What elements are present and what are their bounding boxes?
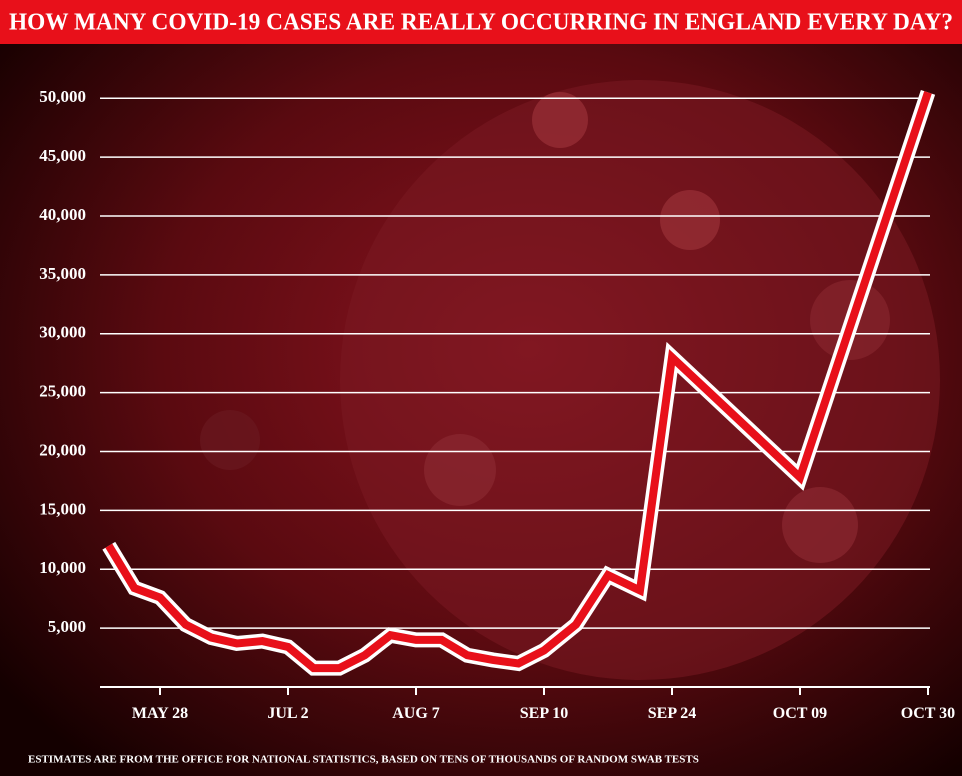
virus-spike — [424, 434, 496, 506]
y-tick-label: 45,000 — [39, 146, 86, 165]
virus-spike — [532, 92, 588, 148]
title-bar — [0, 0, 962, 44]
y-tick-label: 15,000 — [39, 499, 86, 518]
x-tick-label: MAY 28 — [131, 705, 189, 722]
y-tick-label: 10,000 — [39, 558, 86, 577]
chart-title: HOW MANY COVID-19 CASES ARE REALLY OCCUR… — [9, 10, 953, 36]
x-tick-label: SEP 10 — [519, 705, 569, 722]
virus-spike — [782, 487, 858, 563]
y-tick-label: 40,000 — [39, 205, 86, 224]
y-tick-label: 25,000 — [39, 382, 86, 401]
y-tick-label: 30,000 — [39, 323, 86, 342]
x-tick-label: AUG 7 — [392, 705, 440, 722]
y-tick-label: 20,000 — [39, 440, 86, 459]
y-tick-label: 50,000 — [39, 87, 86, 106]
x-tick-label: OCT 09 — [772, 705, 828, 722]
x-tick-label: SEP 24 — [647, 705, 697, 722]
virus-spike — [660, 190, 720, 250]
virus-spike — [200, 410, 260, 470]
x-tick-label: JUL 2 — [267, 705, 309, 722]
y-tick-label: 5,000 — [48, 617, 86, 636]
y-tick-label: 35,000 — [39, 264, 86, 283]
footnote: ESTIMATES ARE FROM THE OFFICE FOR NATION… — [28, 754, 699, 766]
line — [105, 91, 932, 673]
x-tick-label: OCT 30 — [900, 705, 956, 722]
